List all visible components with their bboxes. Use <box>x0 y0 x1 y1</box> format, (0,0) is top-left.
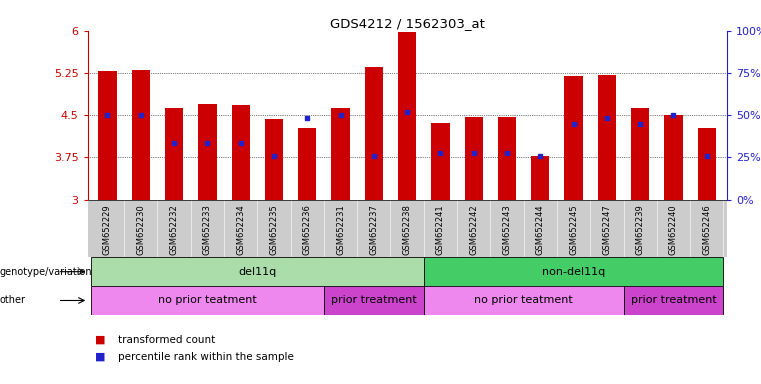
Bar <box>597 74 616 200</box>
Text: other: other <box>0 295 26 306</box>
Bar <box>365 67 383 200</box>
Text: ■: ■ <box>95 352 106 362</box>
Text: genotype/variation: genotype/variation <box>0 266 93 277</box>
Bar <box>424 286 623 315</box>
Text: GSM652238: GSM652238 <box>403 204 412 255</box>
Text: GSM652236: GSM652236 <box>303 204 312 255</box>
Text: GSM652239: GSM652239 <box>635 204 645 255</box>
Text: GSM652232: GSM652232 <box>170 204 179 255</box>
Text: GSM652233: GSM652233 <box>203 204 212 255</box>
Bar <box>132 70 150 200</box>
Bar <box>464 117 483 200</box>
Text: GSM652245: GSM652245 <box>569 204 578 255</box>
Text: GSM652240: GSM652240 <box>669 204 678 255</box>
Text: prior treatment: prior treatment <box>331 295 417 306</box>
Text: transformed count: transformed count <box>118 335 215 345</box>
Text: prior treatment: prior treatment <box>631 295 716 306</box>
Bar <box>664 115 683 200</box>
Text: GSM652242: GSM652242 <box>470 204 478 255</box>
Bar <box>398 32 416 200</box>
Bar <box>424 257 724 286</box>
Bar <box>231 105 250 200</box>
Bar <box>91 286 324 315</box>
Text: ■: ■ <box>95 335 106 345</box>
Bar <box>298 128 317 200</box>
Title: GDS4212 / 1562303_at: GDS4212 / 1562303_at <box>330 17 485 30</box>
Bar <box>165 108 183 200</box>
Bar <box>98 71 116 200</box>
Text: no prior teatment: no prior teatment <box>158 295 256 306</box>
Bar <box>698 128 716 200</box>
Text: GSM652231: GSM652231 <box>336 204 345 255</box>
Text: GSM652229: GSM652229 <box>103 204 112 255</box>
Bar <box>631 108 649 200</box>
Bar <box>565 76 583 200</box>
Text: no prior teatment: no prior teatment <box>474 295 573 306</box>
Bar <box>265 119 283 200</box>
Bar <box>324 286 424 315</box>
Text: GSM652241: GSM652241 <box>436 204 445 255</box>
Text: GSM652234: GSM652234 <box>236 204 245 255</box>
Bar <box>91 257 424 286</box>
Text: percentile rank within the sample: percentile rank within the sample <box>118 352 294 362</box>
Bar <box>498 117 516 200</box>
Text: GSM652243: GSM652243 <box>502 204 511 255</box>
Bar <box>331 108 350 200</box>
Bar <box>623 286 724 315</box>
Text: GSM652237: GSM652237 <box>369 204 378 255</box>
Text: GSM652247: GSM652247 <box>603 204 611 255</box>
Text: del11q: del11q <box>238 266 276 277</box>
Bar <box>531 156 549 200</box>
Text: non-del11q: non-del11q <box>542 266 605 277</box>
Bar <box>198 104 217 200</box>
Text: GSM652244: GSM652244 <box>536 204 545 255</box>
Text: GSM652246: GSM652246 <box>702 204 712 255</box>
Bar <box>431 122 450 200</box>
Text: GSM652230: GSM652230 <box>136 204 145 255</box>
Text: GSM652235: GSM652235 <box>269 204 279 255</box>
